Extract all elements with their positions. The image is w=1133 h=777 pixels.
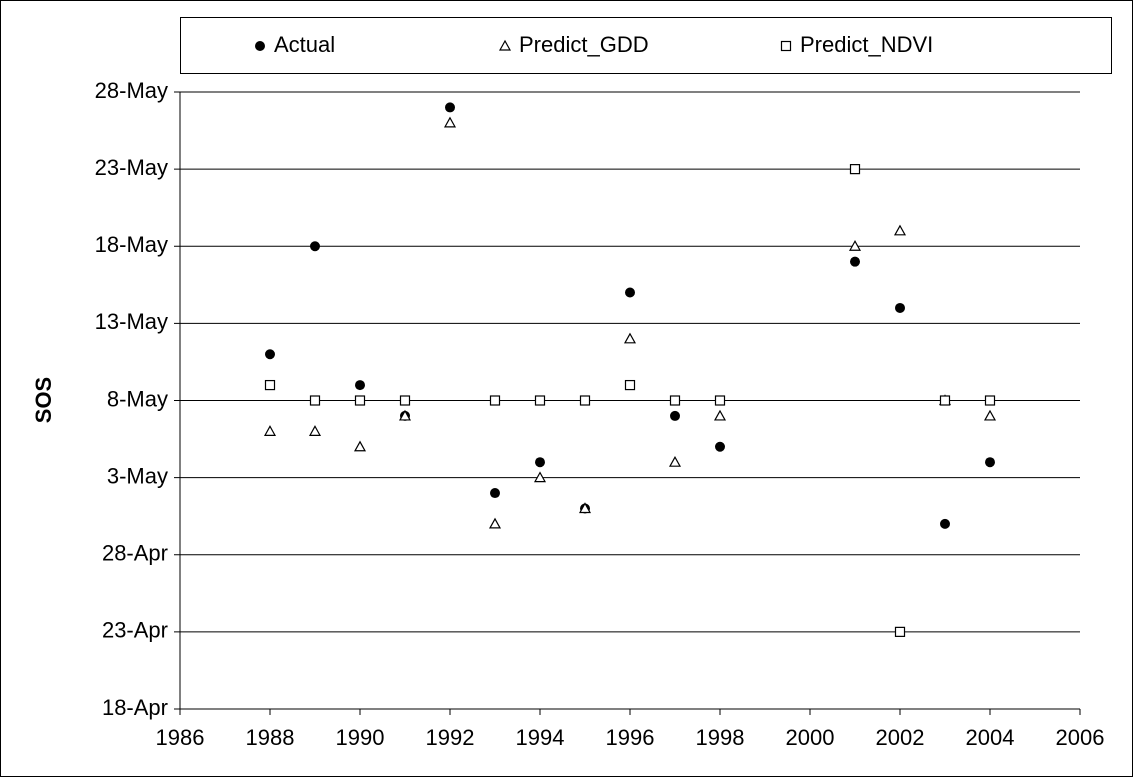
point [625, 287, 635, 298]
point [398, 409, 412, 421]
y-axis-label: SOS [31, 377, 56, 423]
point [445, 102, 455, 113]
point [309, 395, 321, 406]
point [985, 457, 995, 468]
point [355, 380, 365, 391]
point [265, 349, 275, 360]
x-tick-label: 2002 [876, 725, 925, 750]
point [489, 395, 501, 406]
x-tick-label: 2004 [966, 725, 1015, 750]
x-tick-label: 1992 [426, 725, 475, 750]
point [669, 395, 681, 406]
point [264, 379, 276, 391]
point [534, 395, 546, 406]
point [624, 379, 636, 391]
point [713, 409, 727, 421]
point [714, 395, 726, 406]
legend-box [180, 17, 1112, 74]
point [893, 224, 907, 236]
y-tick-label: 28-May [95, 78, 168, 103]
point [894, 626, 906, 637]
x-tick-label: 1990 [336, 725, 385, 750]
point [535, 457, 545, 468]
point [984, 395, 996, 406]
point [310, 241, 320, 252]
point [354, 395, 366, 406]
point [353, 440, 367, 452]
legend-label: Predict_GDD [519, 32, 649, 57]
y-tick-label: 18-May [95, 232, 168, 257]
point [579, 395, 591, 406]
point [715, 441, 725, 452]
point [983, 409, 997, 421]
point [939, 395, 951, 406]
y-tick-label: 13-May [95, 309, 168, 334]
x-tick-label: 1988 [246, 725, 295, 750]
legend-label: Actual [274, 32, 335, 57]
point [849, 164, 861, 175]
point [490, 488, 500, 499]
point [308, 425, 322, 436]
legend-label: Predict_NDVI [800, 32, 933, 57]
legend-marker [780, 40, 792, 52]
point [263, 425, 277, 436]
y-tick-label: 23-Apr [102, 618, 168, 643]
x-tick-label: 1994 [516, 725, 565, 750]
point [895, 302, 905, 313]
legend-marker [498, 39, 512, 51]
y-tick-label: 28-Apr [102, 541, 168, 566]
point [443, 116, 457, 128]
point [488, 517, 502, 529]
x-tick-label: 2006 [1056, 725, 1105, 750]
x-tick-label: 1986 [156, 725, 205, 750]
point [578, 502, 592, 514]
point [850, 256, 860, 267]
point [848, 240, 862, 251]
y-tick-label: 8-May [107, 386, 168, 411]
legend-marker [255, 41, 265, 51]
point [533, 471, 547, 483]
x-tick-label: 1998 [696, 725, 745, 750]
x-tick-label: 2000 [786, 725, 835, 750]
point [623, 332, 637, 344]
point [399, 395, 411, 406]
y-tick-label: 3-May [107, 463, 168, 488]
point [670, 410, 680, 421]
y-tick-label: 18-Apr [102, 695, 168, 720]
x-tick-label: 1996 [606, 725, 655, 750]
point [668, 455, 682, 467]
y-tick-label: 23-May [95, 155, 168, 180]
point [940, 518, 950, 529]
